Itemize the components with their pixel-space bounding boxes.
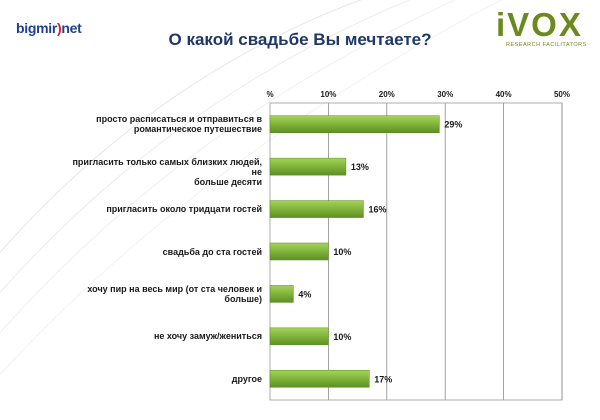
logo-left-main: bigmir xyxy=(16,20,57,36)
category-label-line: больше десяти xyxy=(194,176,262,187)
x-tick-label: 50% xyxy=(554,90,570,99)
data-label: 16% xyxy=(368,205,386,215)
category-label: другое xyxy=(62,374,262,384)
category-label: не хочу замуж/жениться xyxy=(62,331,262,341)
bar xyxy=(269,157,347,176)
data-label: 10% xyxy=(333,332,351,342)
category-label: просто расписаться и отправиться в романт… xyxy=(62,114,262,134)
category-label-line: больше) xyxy=(224,293,262,304)
bigmir-logo: bigmir)net xyxy=(16,20,82,36)
data-label: 29% xyxy=(444,120,462,130)
category-label: пригласить только самых близких людей, н… xyxy=(62,156,263,187)
x-tick-label: 30% xyxy=(437,90,453,99)
logo-right-sub: RESEARCH FACILITATORS xyxy=(506,42,587,48)
category-label-line: не хочу замуж/жениться xyxy=(153,331,262,342)
category-label-line: другое xyxy=(231,373,262,384)
bar xyxy=(269,115,440,133)
x-tick-label: % xyxy=(266,90,273,99)
bar xyxy=(269,370,370,388)
category-label: пригласить около тридцати гостей xyxy=(62,204,262,214)
data-label: 17% xyxy=(374,374,392,384)
chart-title: О какой свадьбе Вы мечтаете? xyxy=(168,30,432,49)
category-label-line: просто расписаться и отправиться в xyxy=(96,114,262,125)
bar xyxy=(269,200,364,218)
data-label: 4% xyxy=(298,289,311,299)
logo-right-main: iVOX xyxy=(496,6,583,43)
x-tick-label: 40% xyxy=(496,90,512,99)
category-label-line: пригласить только самых близких людей, н… xyxy=(72,156,263,177)
bar xyxy=(269,327,329,346)
category-label: свадьба до ста гостей xyxy=(62,247,262,257)
bar xyxy=(269,285,294,303)
category-label-line: свадьба до ста гостей xyxy=(162,246,262,257)
logo-left-suffix: net xyxy=(61,20,82,36)
bar xyxy=(269,242,329,261)
logo-left-slash: ) xyxy=(56,20,62,36)
category-label-line: хочу пир на весь мир (от ста человек и xyxy=(87,283,262,294)
x-tick-label: 20% xyxy=(379,90,395,99)
category-label: хочу пир на весь мир (от ста человек и бо… xyxy=(62,284,262,304)
data-label: 10% xyxy=(333,247,351,257)
ivox-logo: iVOX RESEARCH FACILITATORS xyxy=(496,6,594,48)
data-label: 13% xyxy=(351,162,369,172)
category-label-line: романтическое путешествие xyxy=(133,124,262,135)
x-tick-label: 10% xyxy=(320,90,336,99)
category-label-line: пригласить около тридцати гостей xyxy=(106,204,262,215)
